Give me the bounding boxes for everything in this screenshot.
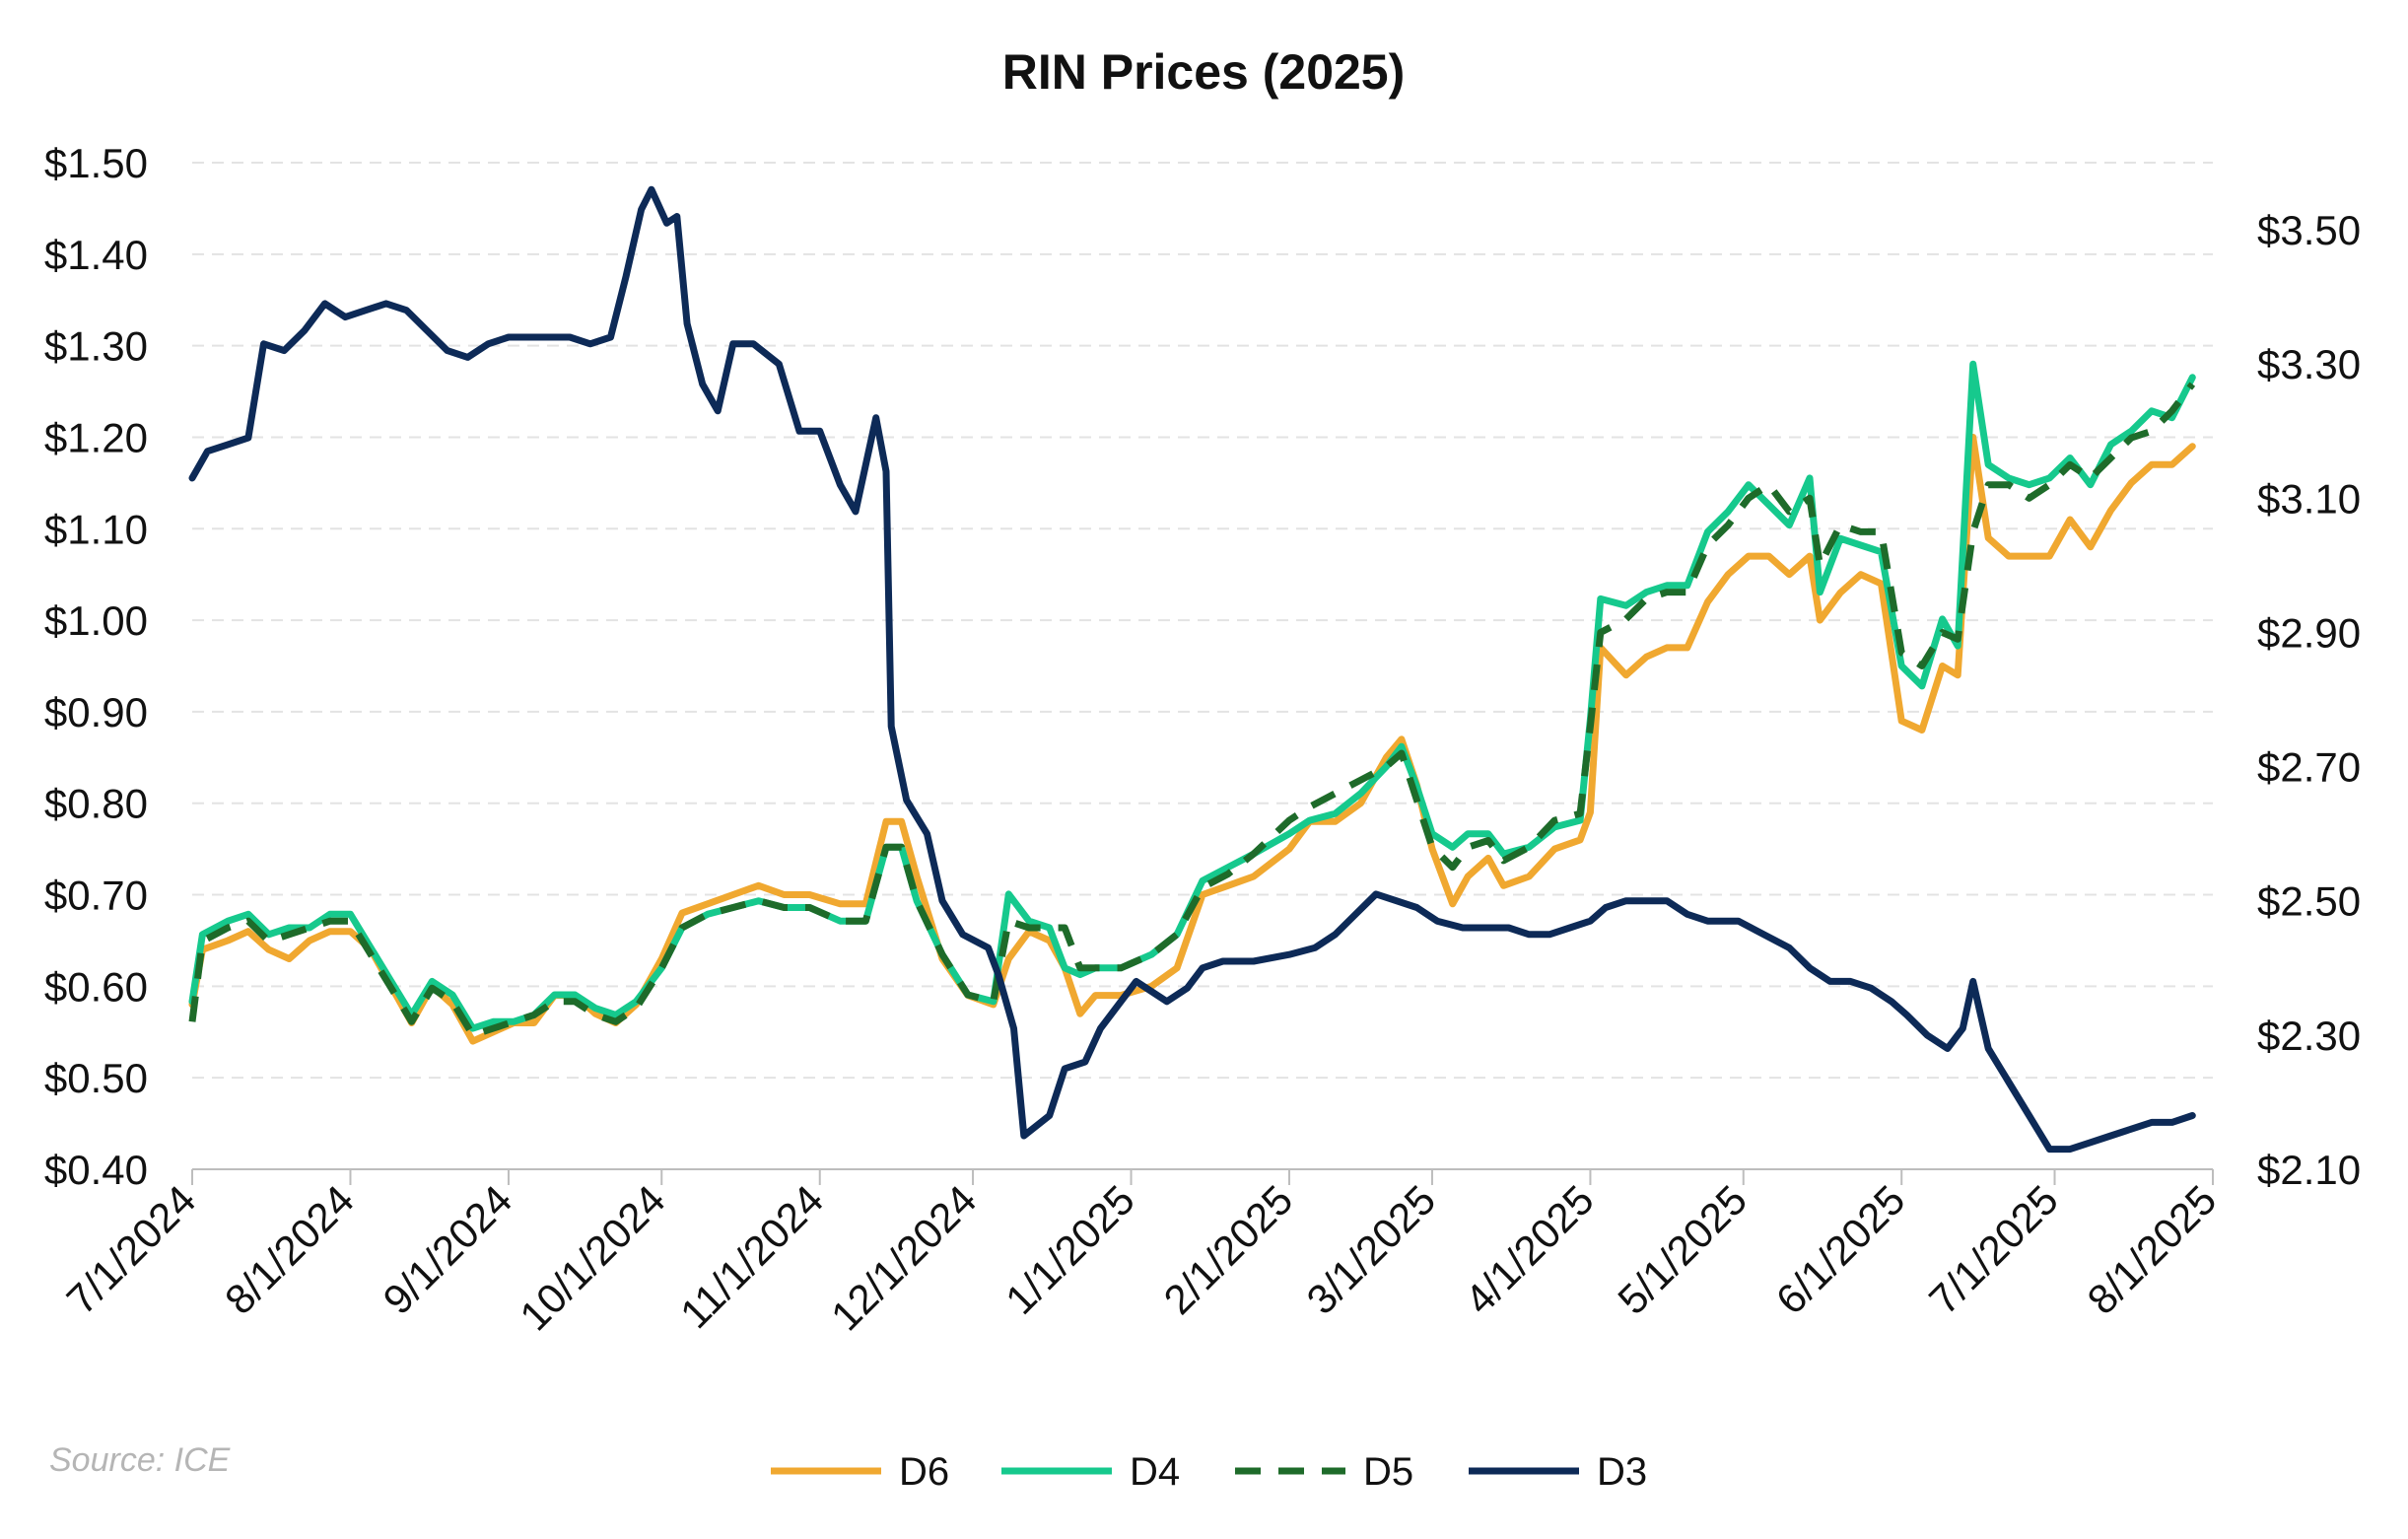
y-left-tick-label: $1.00 [44,597,148,644]
chart-title: RIN Prices (2025) [1002,44,1406,100]
y-right-tick-label: $2.50 [2257,878,2361,925]
y-left-tick-label: $0.60 [44,963,148,1010]
y-left-tick-label: $0.70 [44,873,148,919]
axes: $0.40 $0.50 $0.60 $0.70 $0.80 $0.90 $1.00 $1.10… [44,140,2361,1339]
x-tick-label: 11/1/2024 [671,1176,832,1337]
legend-label-d5: D5 [1363,1450,1413,1494]
x-tick-label: 7/1/2025 [1920,1176,2067,1323]
y-left-tick-label: $1.20 [44,414,148,460]
y-left-tick-label: $0.80 [44,781,148,827]
y-right-tick-label: $3.10 [2257,475,2361,522]
x-tick-label: 9/1/2024 [374,1176,520,1323]
y-right-tick-label: $3.30 [2257,341,2361,387]
x-tick-label: 2/1/2025 [1155,1176,1302,1323]
legend: D6 D4 D5 D3 [771,1450,1647,1494]
x-tick-label: 1/1/2025 [997,1176,1143,1323]
y-right-tick-label: $3.50 [2257,207,2361,253]
y-left-tick-label: $0.90 [44,689,148,735]
legend-label-d4: D4 [1130,1450,1180,1494]
x-tick-label: 7/1/2024 [58,1176,205,1323]
y-left-tick-label: $1.50 [44,140,148,186]
x-tick-label: 6/1/2025 [1767,1176,1914,1323]
series-line-d5 [188,382,2196,1039]
x-tick-label: 3/1/2025 [1297,1176,1444,1323]
y-left-tick-label: $1.10 [44,506,148,552]
series-lines [188,185,2196,1154]
y-right-tick-label: $2.30 [2257,1013,2361,1059]
x-tick-label: 8/1/2025 [2079,1176,2226,1323]
x-tick-label: 10/1/2024 [511,1176,673,1339]
source-note: Source: ICE [49,1441,231,1479]
gridlines [192,162,2213,1080]
x-tick-label: 12/1/2024 [822,1176,985,1339]
x-tick-label: 8/1/2024 [216,1176,363,1323]
y-left-tick-label: $1.30 [44,323,148,370]
series-line-d3 [188,185,2196,1154]
y-left-tick-label: $0.50 [44,1055,148,1101]
y-left-tick-label: $0.40 [44,1147,148,1193]
legend-label-d3: D3 [1597,1450,1647,1494]
y-right-tick-label: $2.90 [2257,609,2361,656]
y-right-tick-label: $2.70 [2257,744,2361,791]
y-left-tick-label: $1.40 [44,232,148,278]
x-tick-label: 5/1/2025 [1609,1176,1755,1323]
legend-label-d6: D6 [899,1450,949,1494]
y-right-tick-label: $2.10 [2257,1147,2361,1193]
x-tick-label: 4/1/2025 [1456,1176,1603,1323]
